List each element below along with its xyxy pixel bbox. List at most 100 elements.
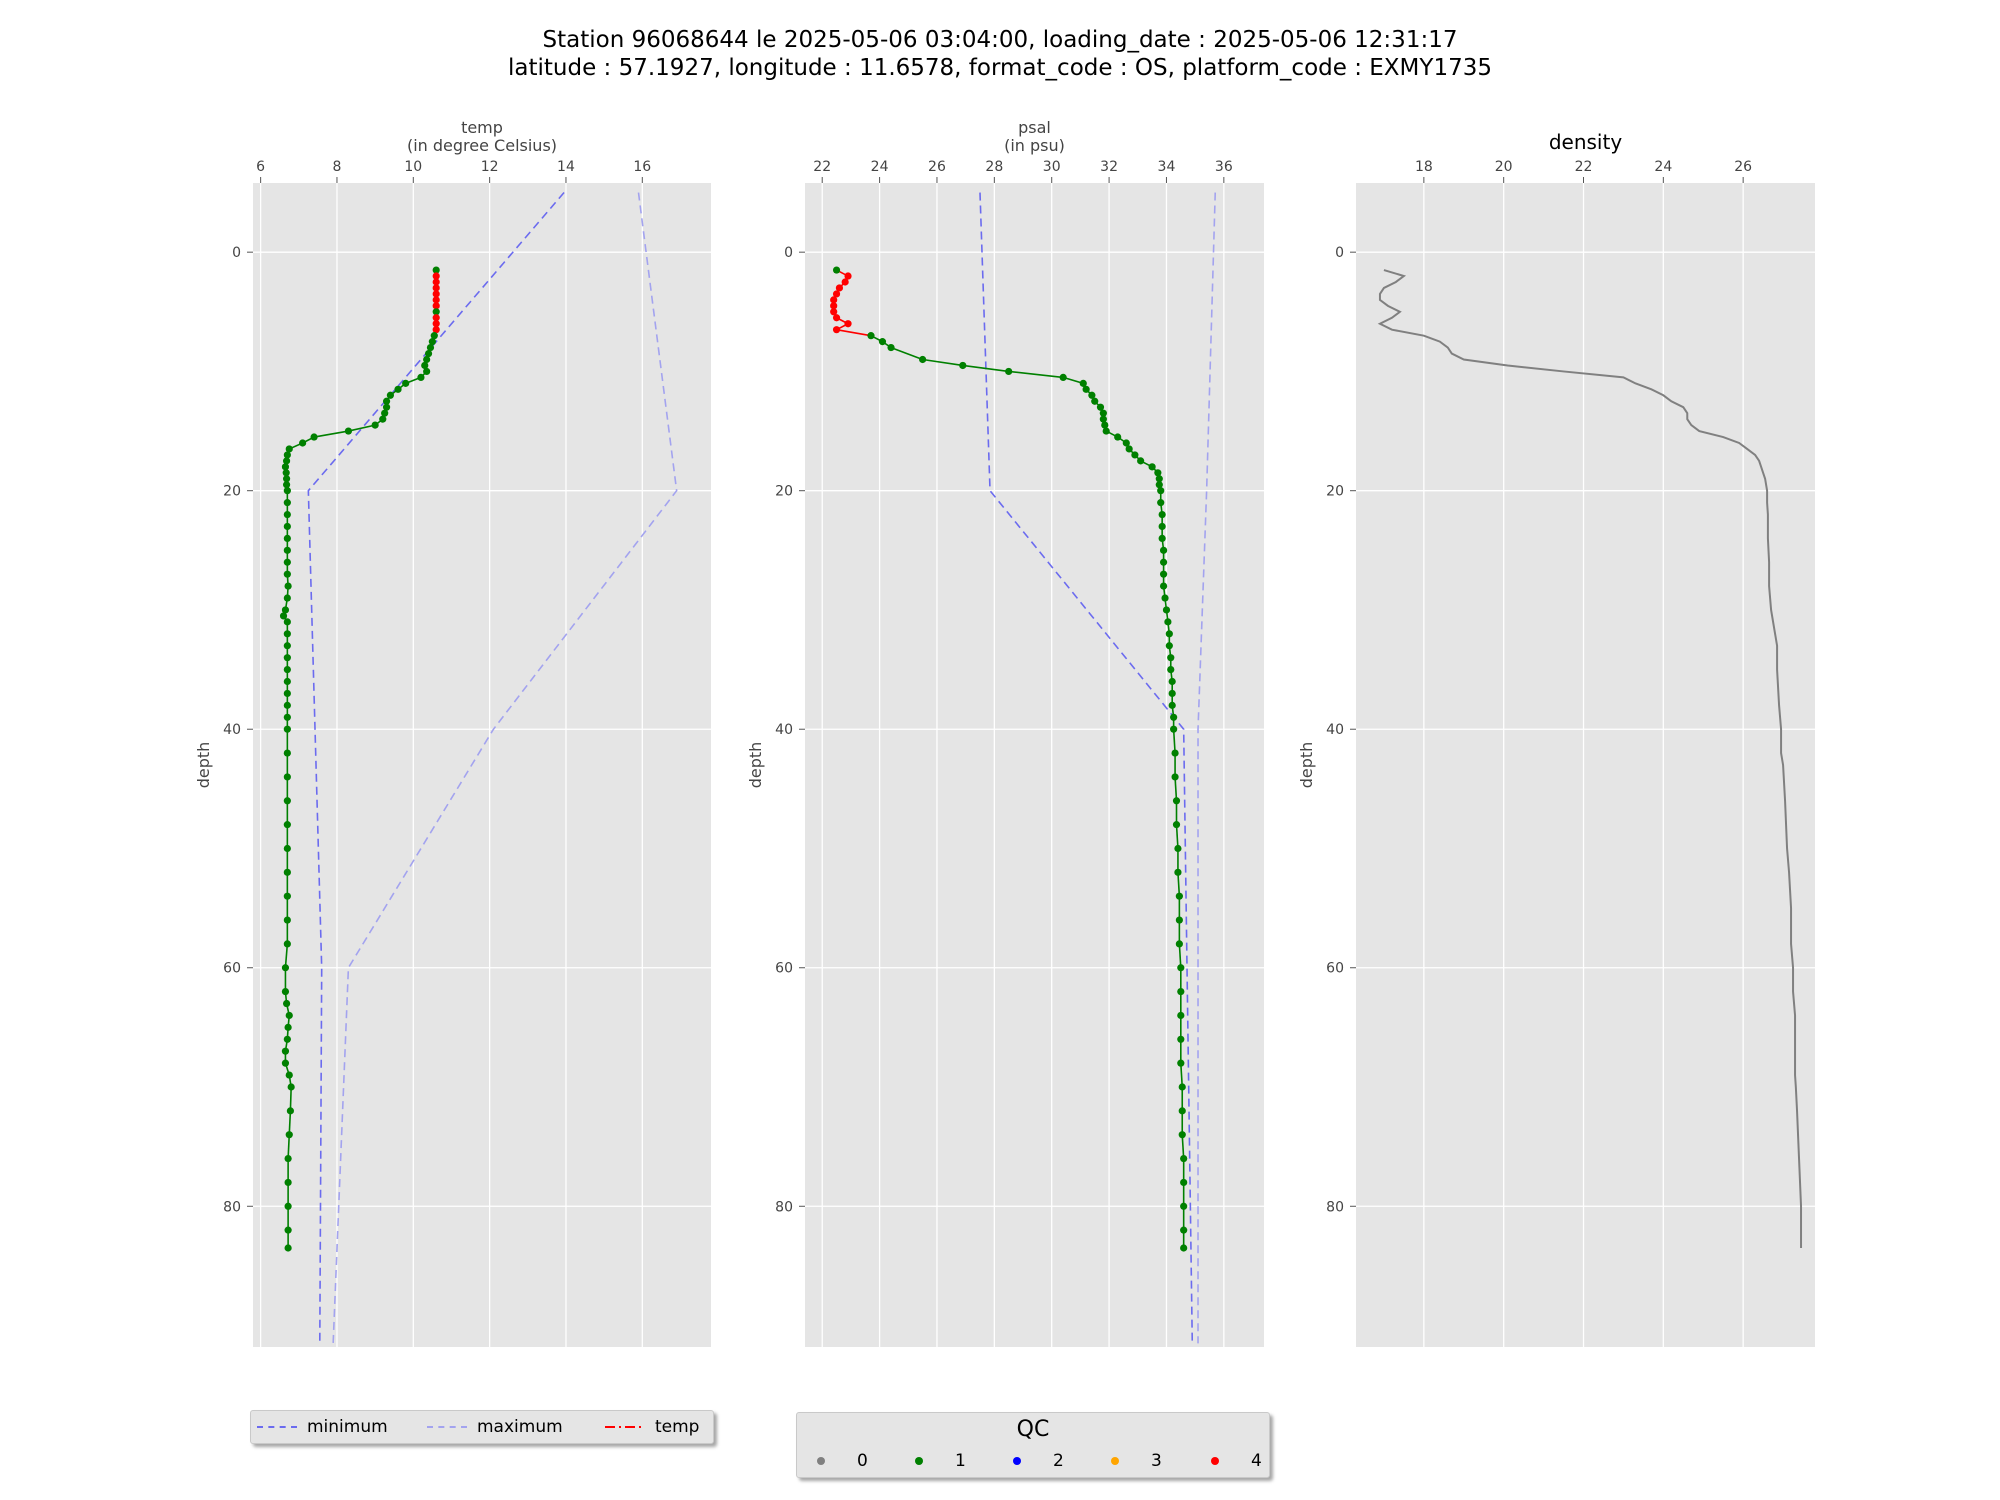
qc-label-2: 2 <box>1053 1451 1064 1471</box>
temp-qc-point <box>283 725 291 733</box>
psal-qc-point <box>887 343 895 352</box>
temp-qc-point <box>283 701 291 709</box>
psal-qc-point <box>1154 469 1162 477</box>
psal-xlabel: psal <box>1018 118 1051 137</box>
psal-xtick-label: 26 <box>928 159 946 175</box>
temp-qc-point <box>283 534 291 543</box>
psal-qc-point <box>1157 487 1165 495</box>
temp-minimum-line <box>307 192 565 1344</box>
temp-qc-point <box>283 558 291 566</box>
temp-qc-point <box>417 373 425 381</box>
psal-ytick-label: 60 <box>775 961 793 977</box>
temp-qc-point <box>283 689 291 698</box>
legend-label-minimum: minimum <box>307 1417 388 1437</box>
temp-profile-segment <box>284 943 289 968</box>
temp-qc-point <box>283 940 291 948</box>
legend-label-maximum: maximum <box>477 1417 563 1437</box>
legend-item-maximum: maximum <box>427 1411 563 1443</box>
temp-qc-point <box>430 332 438 340</box>
psal-qc-point <box>1180 1154 1188 1163</box>
psal-qc-point <box>1158 522 1166 531</box>
psal-qc-point <box>1122 439 1130 447</box>
temp-panel: 6 8 10 12 14 16 0 20 40 60 80 depth temp(in degree C… <box>194 118 711 1347</box>
temp-qc-point <box>283 487 291 495</box>
temp-qc-point <box>281 964 290 972</box>
qc-item-0: 0 <box>817 1449 868 1473</box>
temp-profile-segment <box>288 1110 292 1135</box>
psal-ytick-label: 40 <box>775 722 793 738</box>
temp-ytick-label: 60 <box>223 961 241 977</box>
temp-qc-point <box>426 343 435 352</box>
psal-qc-point <box>1114 433 1122 441</box>
psal-qc-point <box>1164 618 1172 626</box>
temp-qc-point <box>285 1131 293 1139</box>
psal-qc-point <box>1172 821 1181 829</box>
density-profile-line <box>1377 269 1803 1249</box>
temp-qc-point <box>432 290 440 298</box>
psal-qc-point <box>830 302 838 310</box>
temp-qc-point <box>432 296 440 304</box>
psal-qc-point <box>1177 1011 1185 1020</box>
psal-profile-segment <box>1180 1063 1184 1088</box>
psal-qc-point <box>1059 373 1067 381</box>
temp-qc-point <box>282 469 290 477</box>
temp-qc-point <box>382 397 391 405</box>
psal-profile-segment <box>1178 943 1182 968</box>
psal-qc-point <box>1148 463 1156 471</box>
psal-profile-segment <box>1177 872 1181 897</box>
temp-qc-point <box>344 427 353 435</box>
psal-qc-point <box>1157 499 1165 507</box>
psal-qc-point <box>1158 534 1166 543</box>
temp-ylabel: depth <box>194 742 213 789</box>
psal-xtick-label: 32 <box>1100 159 1118 175</box>
psal-profile-segment <box>1175 824 1179 849</box>
temp-qc-point <box>283 570 291 578</box>
temp-qc-point <box>283 594 291 602</box>
psal-qc-point <box>1005 367 1013 376</box>
psal-qc-point <box>1175 916 1183 924</box>
temp-qc-point <box>282 475 291 483</box>
temp-qc-point <box>281 1047 290 1055</box>
temp-xlabel: temp <box>461 118 503 137</box>
psal-qc-point <box>1091 397 1099 405</box>
qc-legend-title: QC <box>1016 1417 1050 1442</box>
psal-qc-point <box>832 314 841 322</box>
psal-qc-point <box>919 355 927 364</box>
temp-qc-point <box>432 284 440 292</box>
psal-qc-point <box>1180 1178 1188 1187</box>
qc-4-dot <box>1211 1457 1219 1465</box>
temp-ytick-label: 20 <box>223 484 241 500</box>
psal-xtick-label: 22 <box>813 159 831 175</box>
psal-qc-point <box>1088 391 1096 399</box>
psal-qc-point <box>1159 546 1168 554</box>
psal-ytick-label: 20 <box>775 484 793 500</box>
psal-qc-point <box>1174 868 1182 876</box>
temp-ytick-label: 40 <box>223 722 241 738</box>
psal-qc-point <box>1079 379 1087 387</box>
psal-xlabel-unit: (in psu) <box>1004 136 1065 155</box>
temp-qc-point <box>432 278 440 286</box>
density-ytick-label: 0 <box>1335 245 1344 261</box>
temp-qc-point <box>279 612 288 620</box>
psal-qc-point <box>1162 606 1171 614</box>
psal-qc-point <box>1101 421 1109 429</box>
temp-swatch <box>605 1426 645 1428</box>
psal-qc-point <box>1180 1226 1188 1234</box>
temp-qc-point <box>283 654 291 662</box>
psal-xtick-label: 24 <box>871 159 889 175</box>
psal-profile-segment <box>1174 776 1178 801</box>
temp-qc-point <box>423 367 431 376</box>
psal-qc-point <box>841 278 849 286</box>
psal-qc-point <box>1177 1059 1185 1067</box>
psal-qc-point <box>1178 1083 1186 1091</box>
temp-xtick-label: 6 <box>256 159 265 175</box>
temp-qc-point <box>283 797 291 805</box>
psal-profile-segment <box>1172 729 1176 754</box>
temp-qc-point <box>281 1059 290 1067</box>
psal-ylabel: depth <box>746 742 765 789</box>
psal-qc-point <box>1170 725 1178 733</box>
temp-qc-point <box>283 713 291 721</box>
density-ylabel: depth <box>1297 742 1316 789</box>
qc-legend: QC 0 1 2 3 4 <box>796 1412 1270 1478</box>
title-line-2: latitude : 57.1927, longitude : 11.6578,… <box>507 55 1492 81</box>
